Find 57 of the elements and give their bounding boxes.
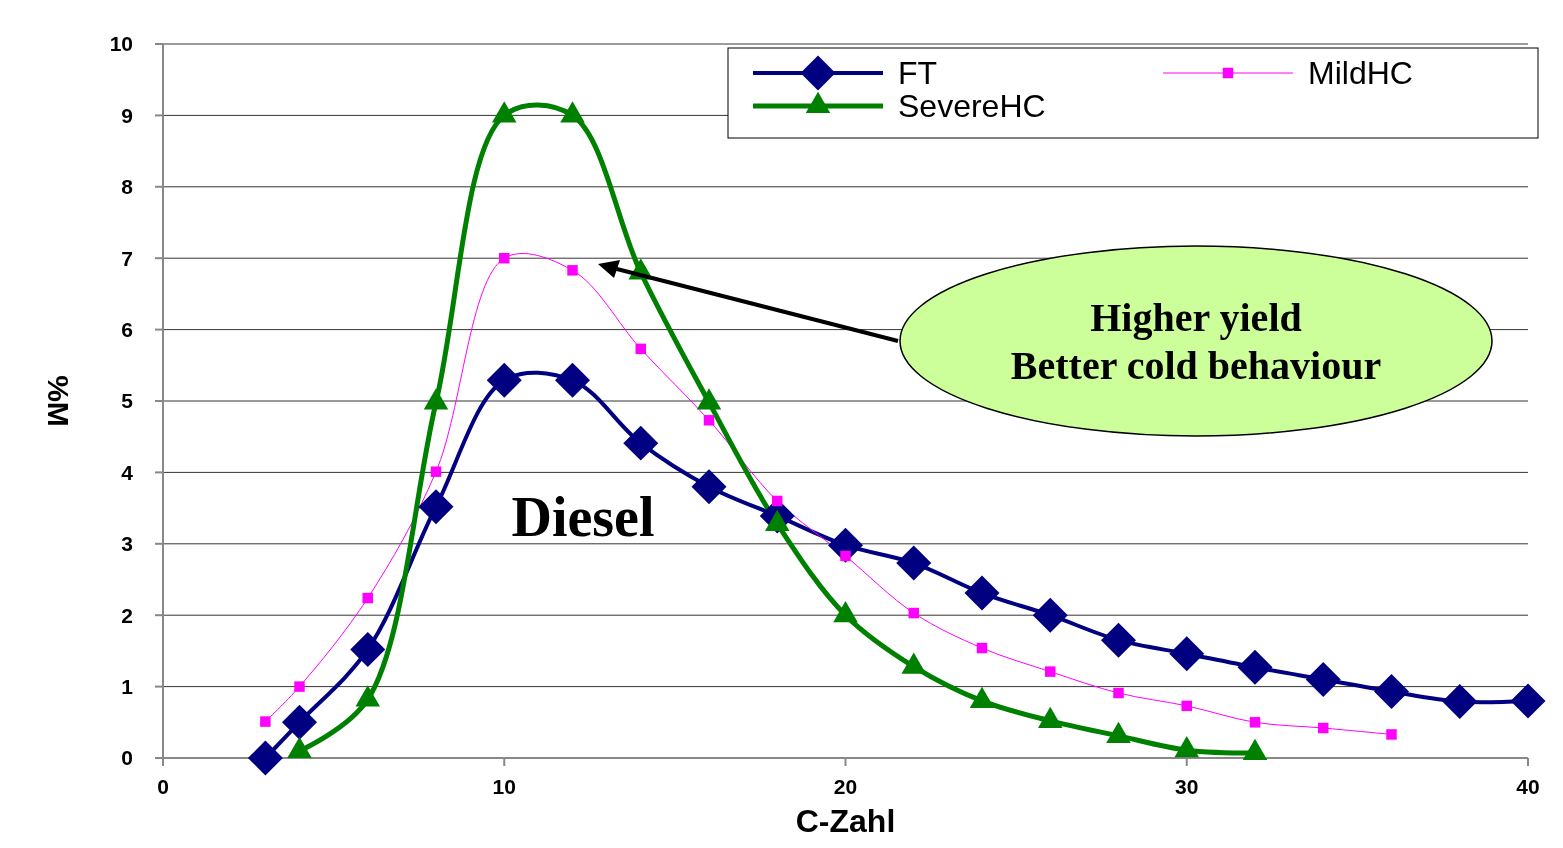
point bbox=[623, 425, 659, 461]
point bbox=[555, 362, 590, 398]
point bbox=[350, 631, 386, 667]
y-tick-label: 0 bbox=[121, 746, 133, 770]
point bbox=[964, 575, 1000, 611]
point bbox=[772, 495, 783, 507]
y-tick-label: 1 bbox=[121, 674, 134, 698]
point bbox=[247, 740, 283, 776]
x-tick-label: 40 bbox=[1516, 775, 1540, 798]
point bbox=[1237, 649, 1273, 685]
y-tick-label: 10 bbox=[109, 32, 133, 56]
point bbox=[1510, 683, 1546, 719]
point bbox=[260, 716, 271, 727]
point bbox=[1318, 722, 1329, 734]
point bbox=[908, 607, 919, 619]
point bbox=[691, 469, 727, 505]
point bbox=[976, 642, 988, 654]
point bbox=[1305, 661, 1341, 697]
x-axis-title: C-Zahl bbox=[795, 803, 896, 839]
point bbox=[567, 265, 578, 276]
point bbox=[1169, 636, 1205, 672]
y-tick-label: 3 bbox=[121, 532, 133, 556]
point bbox=[1249, 717, 1261, 728]
point bbox=[1045, 666, 1056, 677]
point bbox=[499, 252, 510, 264]
annotation: Diesel bbox=[511, 486, 655, 548]
point bbox=[418, 489, 454, 525]
y-tick-label: 7 bbox=[121, 246, 133, 270]
y-axis-title: %M bbox=[42, 375, 75, 427]
x-tick-label: 30 bbox=[1175, 775, 1199, 798]
x-tick-label: 0 bbox=[157, 775, 169, 798]
point bbox=[1113, 687, 1124, 699]
point bbox=[294, 681, 305, 692]
point bbox=[1101, 622, 1136, 658]
point bbox=[635, 343, 646, 355]
point bbox=[1032, 597, 1068, 633]
y-tick-label: 8 bbox=[121, 175, 134, 199]
point bbox=[1386, 729, 1397, 740]
point bbox=[703, 415, 715, 426]
y-tick-label: 6 bbox=[121, 317, 133, 341]
point bbox=[486, 362, 522, 398]
point bbox=[840, 550, 851, 562]
x-tick-label: 10 bbox=[492, 775, 516, 798]
annotation: Higher yield Better cold behaviour bbox=[1010, 295, 1382, 388]
legend-label: MildHC bbox=[1308, 55, 1413, 92]
point bbox=[362, 592, 373, 604]
point bbox=[1374, 674, 1409, 710]
point bbox=[282, 704, 317, 740]
point bbox=[896, 545, 932, 581]
point bbox=[430, 466, 442, 477]
x-tick-label: 20 bbox=[833, 775, 858, 798]
y-tick-label: 2 bbox=[121, 603, 133, 627]
y-tick-label: 9 bbox=[121, 103, 133, 127]
y-tick-label: 5 bbox=[121, 389, 134, 413]
y-tick-label: 4 bbox=[121, 460, 134, 484]
point bbox=[1181, 700, 1192, 712]
point bbox=[1442, 684, 1478, 720]
